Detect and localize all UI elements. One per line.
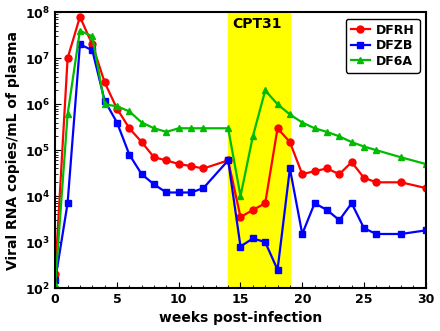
DFZB: [102, 99, 107, 103]
Line: DFZB: DFZB: [52, 41, 429, 283]
DFRH: [312, 169, 317, 173]
DF6A: [188, 126, 194, 130]
X-axis label: weeks post-infection: weeks post-infection: [159, 311, 322, 325]
DFRH: [53, 272, 58, 276]
DF6A: [349, 140, 354, 144]
DFZB: [90, 48, 95, 52]
DFZB: [423, 228, 429, 232]
DFZB: [312, 201, 317, 205]
DF6A: [90, 34, 95, 38]
DF6A: [275, 102, 280, 106]
DFZB: [374, 232, 379, 236]
Legend: DFRH, DFZB, DF6A: DFRH, DFZB, DF6A: [346, 19, 419, 72]
DF6A: [151, 126, 157, 130]
DF6A: [337, 134, 342, 138]
DF6A: [102, 102, 107, 106]
DFZB: [151, 182, 157, 186]
Line: DFRH: DFRH: [52, 13, 429, 278]
DFRH: [176, 162, 181, 166]
DFRH: [250, 208, 256, 212]
DFZB: [300, 232, 305, 236]
DFZB: [188, 191, 194, 195]
DFRH: [139, 140, 144, 144]
DF6A: [324, 130, 330, 134]
DF6A: [361, 145, 367, 149]
DFZB: [250, 236, 256, 240]
DFRH: [337, 172, 342, 176]
Y-axis label: Viral RNA copies/mL of plasma: Viral RNA copies/mL of plasma: [6, 31, 19, 270]
DFRH: [102, 80, 107, 84]
DF6A: [226, 126, 231, 130]
DFZB: [324, 208, 330, 212]
Bar: [228, 12, 290, 288]
DFZB: [139, 172, 144, 176]
DFRH: [65, 56, 70, 60]
DF6A: [53, 282, 58, 286]
DFZB: [337, 218, 342, 222]
DFRH: [77, 15, 83, 19]
DF6A: [201, 126, 206, 130]
Text: CPT31: CPT31: [232, 17, 281, 31]
DF6A: [139, 120, 144, 124]
DFRH: [398, 180, 403, 184]
DFRH: [90, 42, 95, 46]
DFZB: [275, 268, 280, 272]
DFRH: [275, 126, 280, 130]
DF6A: [398, 155, 403, 159]
DFZB: [398, 232, 403, 236]
DFZB: [114, 120, 120, 124]
DF6A: [374, 148, 379, 152]
DFZB: [127, 153, 132, 157]
DFRH: [324, 166, 330, 170]
DFRH: [287, 140, 293, 144]
DFRH: [127, 126, 132, 130]
DFZB: [238, 245, 243, 249]
DF6A: [250, 134, 256, 138]
DFZB: [226, 159, 231, 163]
DFRH: [151, 155, 157, 159]
DFZB: [349, 201, 354, 205]
DFRH: [349, 160, 354, 164]
DF6A: [300, 120, 305, 124]
DFRH: [361, 176, 367, 180]
DFRH: [300, 172, 305, 176]
DFRH: [238, 215, 243, 219]
DF6A: [263, 88, 268, 92]
DFRH: [226, 159, 231, 163]
DF6A: [176, 126, 181, 130]
DF6A: [423, 162, 429, 166]
DFZB: [361, 226, 367, 230]
DF6A: [238, 194, 243, 198]
DFZB: [287, 166, 293, 170]
DF6A: [164, 130, 169, 134]
DF6A: [77, 29, 83, 33]
DFZB: [176, 191, 181, 195]
DF6A: [287, 113, 293, 117]
DFRH: [374, 180, 379, 184]
DFZB: [164, 191, 169, 195]
DFZB: [77, 42, 83, 46]
DFZB: [201, 186, 206, 190]
DF6A: [114, 104, 120, 108]
DFRH: [164, 159, 169, 163]
Line: DF6A: DF6A: [52, 27, 429, 288]
DF6A: [312, 126, 317, 130]
DFRH: [263, 201, 268, 205]
DF6A: [127, 109, 132, 113]
DFZB: [65, 201, 70, 205]
DFZB: [263, 240, 268, 244]
DFRH: [423, 186, 429, 190]
DFRH: [114, 107, 120, 111]
DF6A: [65, 113, 70, 117]
DFZB: [53, 278, 58, 282]
DFRH: [201, 166, 206, 170]
DFRH: [188, 164, 194, 168]
